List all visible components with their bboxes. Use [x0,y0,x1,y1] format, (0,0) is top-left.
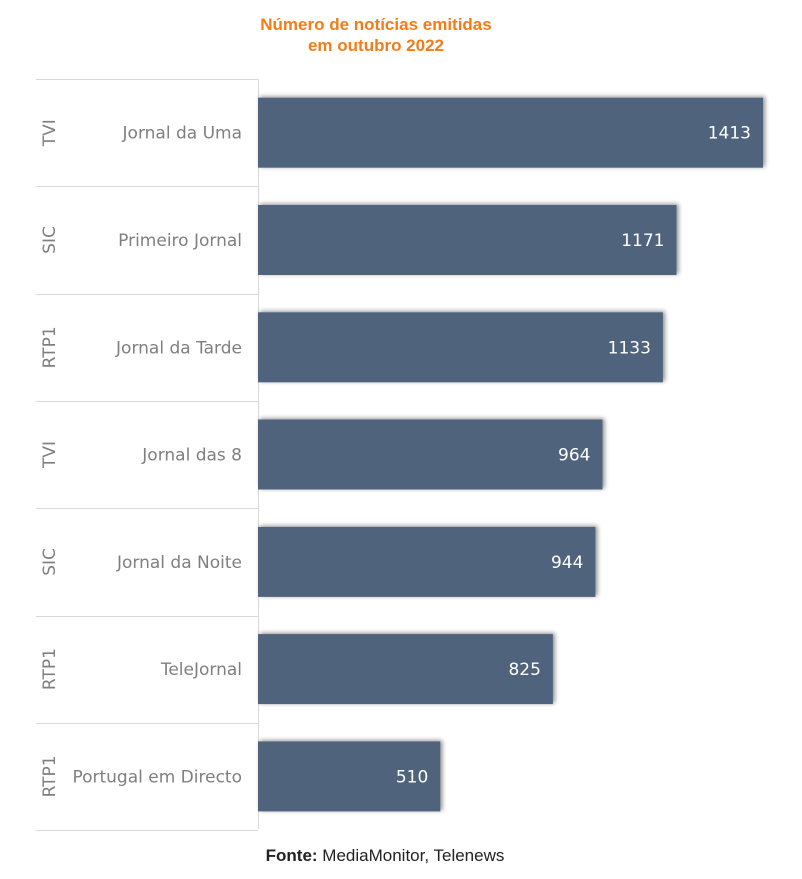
bar-value-label: 1413 [708,124,751,144]
source-note: Fonte: MediaMonitor, Telenews [0,846,770,866]
category-label: Jornal das 8 [141,446,242,466]
category-label: Portugal em Directo [72,767,242,787]
chart-title-line-1: Número de notícias emitidas [260,15,492,34]
category-label: TeleJornal [160,660,242,680]
bar [258,97,763,168]
bar [258,526,596,597]
channel-label: RTP1 [40,755,60,797]
channel-label: RTP1 [40,648,60,690]
channel-label: SIC [40,548,60,576]
bar-value-label: 944 [551,553,583,573]
category-label: Jornal da Uma [122,124,242,144]
bar-value-label: 1133 [608,338,651,358]
channel-label: RTP1 [40,326,60,368]
chart-title-line-2: em outubro 2022 [307,36,445,55]
bar-value-label: 1171 [621,231,664,251]
channel-label: TVI [40,441,60,469]
source-text: MediaMonitor, Telenews [322,846,505,865]
category-label: Jornal da Noite [116,553,242,573]
bar [258,419,603,490]
source-label: Fonte: [265,846,318,865]
bar-value-label: 510 [396,767,428,787]
bar-value-label: 825 [508,660,540,680]
bar [258,205,677,275]
bar-value-label: 964 [558,446,590,466]
channel-label: TVI [40,119,60,147]
channel-label: SIC [40,226,60,254]
category-label: Primeiro Jornal [118,231,242,251]
bar [258,741,441,812]
chart-title: Número de notícias emitidas em outubro 2… [0,14,752,56]
bar [258,312,663,383]
bar [258,634,553,705]
category-label: Jornal da Tarde [115,338,242,358]
